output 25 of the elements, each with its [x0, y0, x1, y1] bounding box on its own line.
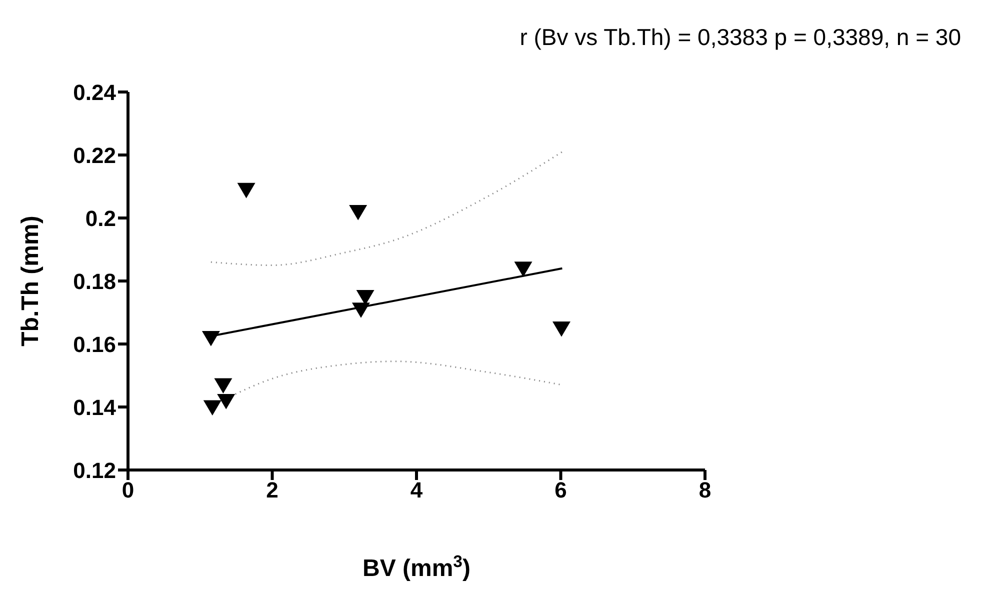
- point: [214, 378, 232, 394]
- point: [203, 400, 222, 416]
- x-tick-label: 0: [122, 478, 134, 503]
- point: [514, 262, 532, 277]
- y-tick-label: 0.16: [73, 332, 116, 357]
- point: [552, 322, 570, 337]
- line-series: [210, 151, 563, 266]
- x-tick-label: 2: [266, 478, 278, 503]
- y-tick-label: 0.12: [73, 458, 116, 483]
- point: [349, 204, 368, 220]
- chart-title: r (Bv vs Tb.Th) = 0,3383 p = 0,3389, n = 30: [520, 24, 961, 51]
- y-tick-label: 0.2: [85, 206, 116, 231]
- y-axis-title: Tb.Th (mm): [17, 216, 44, 346]
- x-axis-title: BV (mm$^{3}$): [362, 552, 471, 582]
- y-tick-label: 0.24: [73, 80, 117, 105]
- point: [237, 182, 256, 198]
- y-tick-label: 0.22: [73, 142, 116, 168]
- x-tick-label: 6: [554, 478, 567, 503]
- x-tick-label: 8: [698, 478, 712, 503]
- y-tick-label: 0.18: [73, 268, 116, 294]
- point: [202, 330, 220, 346]
- point: [352, 302, 370, 318]
- y-tick-label: 0.14: [73, 394, 117, 420]
- x-tick-label: 4: [410, 478, 424, 503]
- point: [217, 394, 236, 410]
